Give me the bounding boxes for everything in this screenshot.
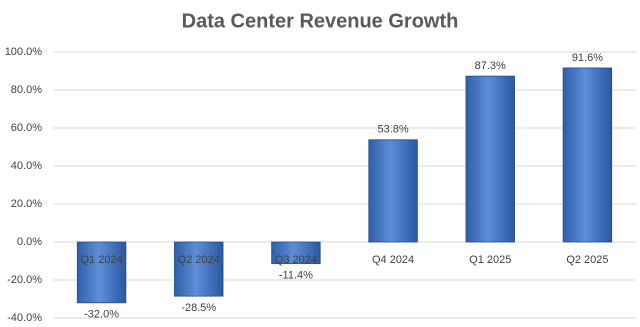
bar [271, 241, 321, 265]
y-tick-label: -40.0% [7, 312, 42, 324]
value-label: -28.5% [181, 302, 216, 314]
value-label: 91.6% [572, 52, 603, 64]
bar [562, 67, 613, 243]
y-tick-label: 0.0% [17, 236, 42, 248]
x-tick-label: Q1 2025 [469, 254, 511, 266]
x-tick-label: Q1 2024 [80, 254, 122, 266]
bar [465, 75, 515, 243]
bar [76, 241, 127, 304]
x-tick-label: Q4 2024 [372, 254, 414, 266]
y-tick-label: -20.0% [7, 274, 42, 286]
y-tick-label: 60.0% [11, 122, 42, 134]
y-tick-label: 40.0% [11, 160, 42, 172]
value-label: -32.0% [84, 309, 119, 321]
y-tick-label: 20.0% [11, 198, 42, 210]
value-label: 87.3% [475, 60, 506, 72]
x-tick-label: Q3 2024 [275, 254, 317, 266]
chart-title: Data Center Revenue Growth [182, 10, 459, 32]
x-tick-label: Q2 2025 [566, 254, 608, 266]
y-tick-label: 80.0% [11, 84, 42, 96]
bar [368, 139, 418, 243]
value-label: 53.8% [377, 124, 408, 136]
x-tick-label: Q2 2024 [178, 254, 220, 266]
value-label: -11.4% [279, 270, 313, 282]
bar [174, 241, 224, 297]
y-tick-label: 100.0% [5, 46, 43, 58]
